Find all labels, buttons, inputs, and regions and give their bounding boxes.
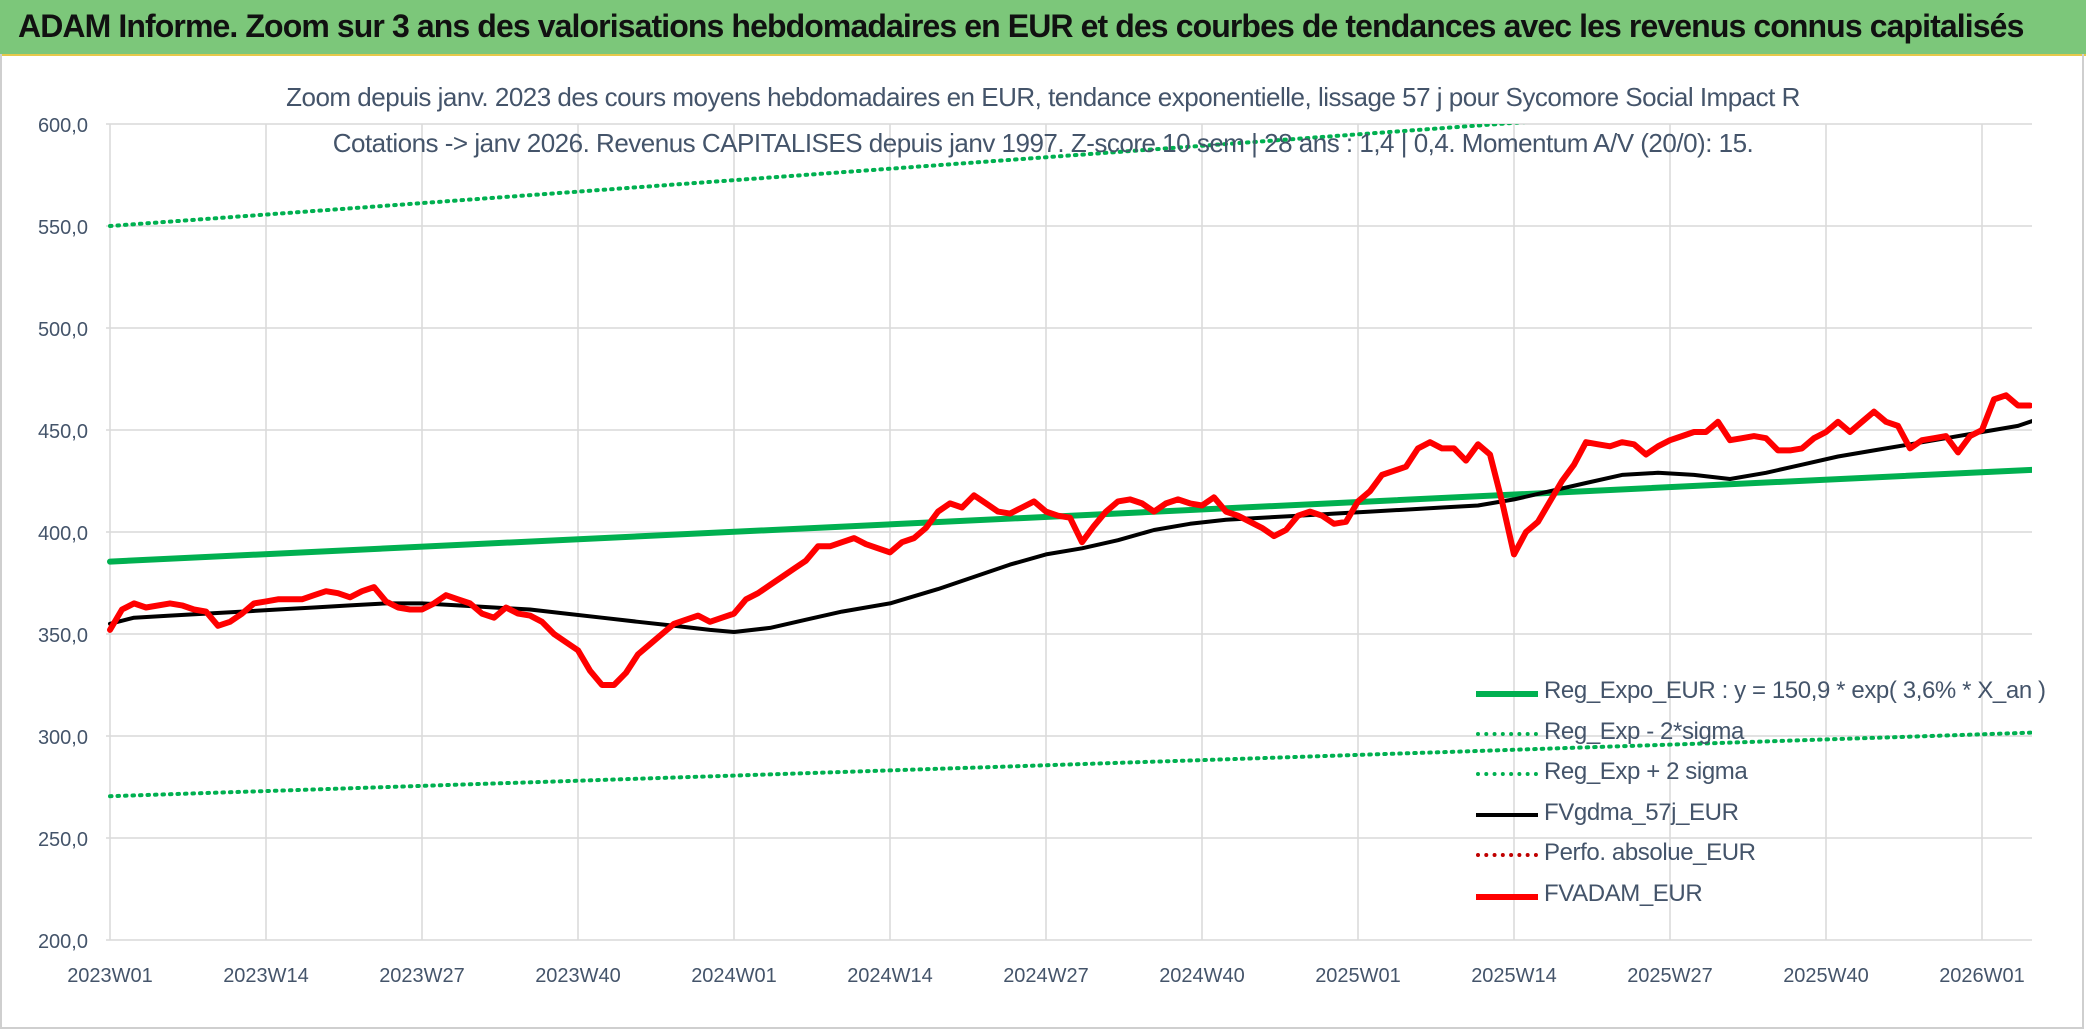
series-line-2 bbox=[108, 730, 2032, 799]
series-line-3 bbox=[108, 124, 1526, 228]
y-tick-label: 450,0 bbox=[38, 421, 88, 443]
y-tick-label: 300,0 bbox=[38, 727, 88, 749]
legend-label: Reg_Expo_EUR : y = 150,9 * exp( 3,6% * X… bbox=[1544, 677, 2046, 704]
y-tick-label: 500,0 bbox=[38, 319, 88, 341]
y-tick-label: 200,0 bbox=[38, 931, 88, 953]
x-tick-label: 2024W01 bbox=[691, 965, 777, 987]
x-axis: 2023W01 2023W14 2023W27 2023W40 2024W01 2024W… bbox=[67, 965, 2025, 987]
report-title: ADAM Informe. Zoom sur 3 ans des valoris… bbox=[18, 8, 2024, 44]
legend-label: FVgdma_57j_EUR bbox=[1544, 798, 1739, 826]
x-tick-label: 2023W14 bbox=[223, 965, 309, 987]
x-tick-label: 2024W40 bbox=[1159, 965, 1245, 987]
x-tick-label: 2023W01 bbox=[67, 965, 153, 987]
legend-label: Perfo. absolue_EUR bbox=[1544, 839, 1756, 866]
y-tick-label: 400,0 bbox=[38, 523, 88, 545]
series-lines bbox=[107, 124, 2032, 799]
legend-swatch bbox=[1476, 731, 1538, 736]
legend-label: Reg_Exp + 2 sigma bbox=[1544, 758, 1748, 785]
x-tick-label: 2024W27 bbox=[1003, 965, 1089, 987]
legend-swatch bbox=[1476, 772, 1538, 776]
legend-label: FVADAM_EUR bbox=[1544, 879, 1703, 907]
y-tick-label: 550,0 bbox=[38, 217, 88, 239]
x-tick-label: 2025W27 bbox=[1627, 965, 1713, 987]
x-tick-label: 2025W01 bbox=[1315, 965, 1401, 987]
series-line-1 bbox=[107, 466, 2032, 565]
x-tick-label: 2025W14 bbox=[1471, 965, 1557, 987]
legend-swatch bbox=[1476, 812, 1538, 817]
x-tick-label: 2023W27 bbox=[379, 965, 465, 987]
report-banner: ADAM Informe. Zoom sur 3 ans des valoris… bbox=[0, 0, 2086, 56]
x-tick-label: 2025W40 bbox=[1783, 965, 1869, 987]
x-tick-label: 2023W40 bbox=[535, 965, 621, 987]
series-line-4 bbox=[108, 419, 2032, 634]
x-tick-label: 2024W14 bbox=[847, 965, 933, 987]
legend-label: Reg_Exp - 2*sigma bbox=[1544, 717, 1744, 745]
y-tick-label: 250,0 bbox=[38, 829, 88, 851]
grid-lines bbox=[106, 123, 2032, 941]
y-axis: 200,0 250,0 300,0 350,0 400,0 450,0 500,0 550,0… bbox=[38, 115, 88, 953]
x-tick-label: 2026W01 bbox=[1939, 965, 2025, 987]
series-line-5 bbox=[107, 392, 2032, 688]
y-tick-label: 600,0 bbox=[38, 115, 88, 137]
legend-swatch bbox=[1476, 853, 1538, 857]
legend-swatch bbox=[1476, 893, 1538, 900]
legend-swatch bbox=[1476, 691, 1538, 697]
chart-frame bbox=[0, 54, 2084, 1029]
y-tick-label: 350,0 bbox=[38, 625, 88, 647]
